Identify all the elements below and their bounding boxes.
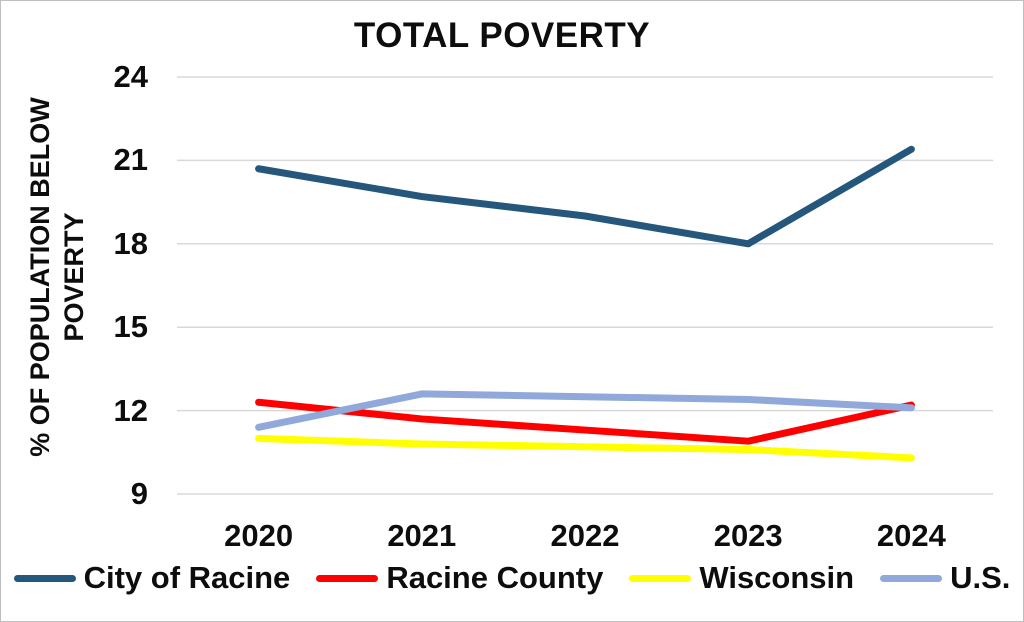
x-tick-label-2023: 2023	[713, 518, 783, 553]
y-tick-label-21: 21	[113, 142, 148, 178]
x-tick-label-2024: 2024	[876, 518, 946, 553]
legend-label: Wisconsin	[699, 560, 855, 595]
legend-item-city-of-racine: City of Racine	[13, 558, 291, 598]
legend-item-racine-county: Racine County	[316, 558, 603, 598]
y-tick-label-24: 24	[113, 59, 148, 94]
legend-swatch-wisconsin	[629, 574, 692, 582]
legend-label: Racine County	[386, 560, 604, 595]
legend-swatch-racine-county	[316, 574, 379, 582]
y-tick-label-15: 15	[113, 309, 148, 345]
legend-label: U.S.	[950, 560, 1011, 595]
legend-item-u-s: U.S.	[880, 558, 1010, 598]
x-tick-label-2020: 2020	[224, 518, 294, 553]
chart-title: TOTAL POVERTY	[353, 16, 651, 55]
series-line-u-s	[255, 390, 915, 431]
legend: City of Racine Racine County Wisconsin U.S.	[0, 558, 1024, 598]
y-tick-label-12: 12	[113, 392, 148, 428]
series-line-wisconsin	[255, 434, 915, 462]
legend-item-wisconsin: Wisconsin	[629, 558, 854, 598]
x-tick-label-2021: 2021	[387, 518, 457, 553]
series-line-racine-county	[255, 398, 915, 445]
x-tick-label-2022: 2022	[550, 518, 620, 553]
legend-swatch-u-s	[880, 574, 943, 582]
legend-label: City of Racine	[83, 560, 291, 595]
series-line-city-of-racine	[255, 145, 915, 248]
y-tick-label-9: 9	[130, 476, 148, 511]
y-tick-label-18: 18	[113, 225, 148, 261]
legend-swatch-city-of-racine	[13, 574, 76, 582]
